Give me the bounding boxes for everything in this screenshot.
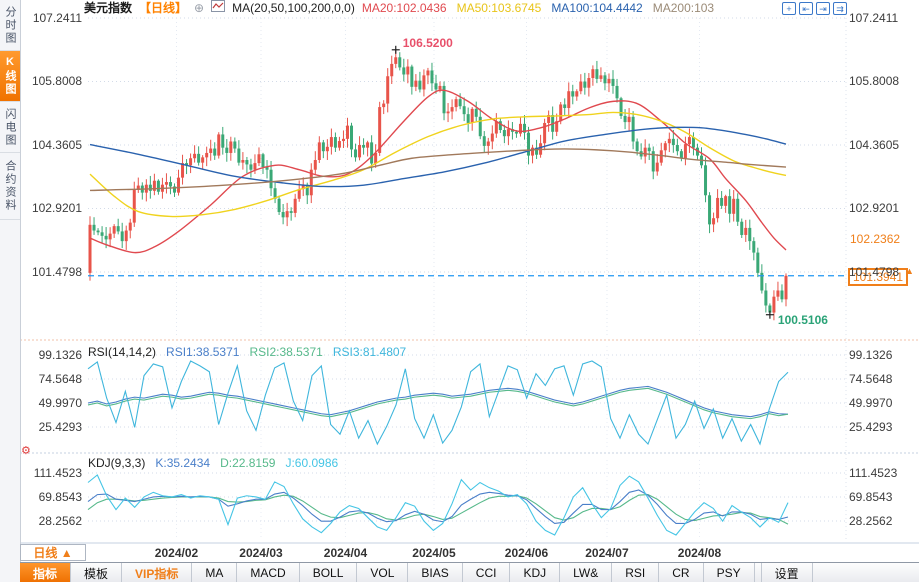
rsi-axis-label: 99.1326 [849,348,893,362]
crosshair-icon[interactable]: + [782,2,796,15]
month-axis-label: 2024/06 [504,546,549,560]
month-axis-label: 2024/04 [323,546,368,560]
chart-toolbar: + ⇤ ⇥ ⇉ [782,2,847,15]
kdj-axis-label: 111.4523 [33,466,82,480]
last-price-badge: 101.3941 [848,267,909,286]
tab-VIP指标[interactable]: VIP指标 [122,563,193,582]
zoom-x-icon[interactable]: ⇤ [799,2,813,15]
period-selector[interactable]: 日线 ▲ [20,544,86,561]
price-axis-label: 107.2411 [32,11,82,25]
kdj-d-value: D:22.8159 [220,456,276,470]
rsi-axis-label: 49.9970 [38,396,82,410]
tab-CR[interactable]: CR [659,563,704,582]
kdj-header: KDJ(9,3,3) K:35.2434 D:22.8159 J:60.0986 [88,456,338,470]
rsi1-value: RSI1:38.5371 [166,345,240,359]
tab-BOLL[interactable]: BOLL [300,563,358,582]
tab-PSY[interactable]: PSY [704,563,755,582]
tab-LW&[interactable]: LW& [560,563,613,582]
month-axis-label: 2024/07 [585,546,629,560]
price-axis-label: 101.4798 [31,264,82,279]
indicator-settings-icon[interactable]: ⚙ [21,445,31,457]
tab-BIAS[interactable]: BIAS [408,563,463,582]
tab-VOL[interactable]: VOL [357,563,409,582]
rsi-axis-label: 74.5648 [38,372,82,386]
sidebar-item-1[interactable]: 分时图 [0,0,20,51]
price-axis-label: 104.3605 [849,137,900,152]
rsi-axis-label: 25.4293 [849,420,893,434]
kdj-k-value: K:35.2434 [155,456,211,470]
sidebar-item-4[interactable]: 合约资料 [0,153,20,220]
tab-指标[interactable]: 指标 [20,563,72,582]
month-axis-label: 2024/02 [154,546,199,560]
ma-settings[interactable]: MA(20,50,100,200,0,0) [232,0,355,15]
rsi-header: RSI(14,14,2) RSI1:38.5371 RSI2:38.5371 R… [88,345,406,359]
tab-CCI[interactable]: CCI [463,563,511,582]
kdj-axis-label: 111.4523 [849,466,898,480]
rsi-axis-label: 49.9970 [849,396,893,410]
month-axis-label: 2024/05 [412,546,456,560]
price-axis-label: 105.8008 [31,74,82,89]
rsi-axis-label: 99.1326 [38,348,82,362]
tab-MACD[interactable]: MACD [237,563,300,582]
rsi2-value: RSI2:38.5371 [249,345,323,359]
rsi-axis-label: 25.4293 [38,420,82,434]
price-axis-label: 104.3605 [31,137,82,152]
kdj-j-value: J:60.0986 [285,456,339,470]
ma-value: MA20:102.0436 [361,0,447,15]
sidebar-item-2[interactable]: K线图 [0,51,20,102]
lowest-price-label: 100.5106 [777,312,828,327]
price-axis-label: 107.2411 [849,11,899,25]
kdj-name[interactable]: KDJ(9,3,3) [88,456,146,470]
ma-value: MA50:103.6745 [456,0,542,15]
price-axis-label: 102.9201 [31,201,82,216]
add-compare-icon[interactable]: ⊕ [194,0,205,15]
ma-values: MA20:102.0436 MA50:103.6745 MA100:104.4442… [362,1,714,15]
kline-mini-icon [211,0,226,15]
price-axis-label: 105.8008 [849,74,900,89]
tab-KDJ[interactable]: KDJ [510,563,561,582]
chart-header: 美元指数 【日线】 ⊕ MA(20,50,100,200,0,0) MA20:10… [84,0,714,15]
collapse-panel-icon[interactable]: ⇉ [833,2,847,15]
left-sidebar: 分时图 K线图 闪电图 合约资料 [0,0,21,582]
month-axis-label: 2024/03 [239,546,283,560]
price-axis-label: 102.9201 [849,201,900,216]
month-axis-label: 2024/08 [677,546,722,560]
kdj-axis-label: 28.2562 [38,514,82,528]
price-up-arrow-icon: ▲ [905,265,914,276]
sidebar-item-3[interactable]: 闪电图 [0,102,20,153]
rsi-axis-label: 74.5648 [849,372,893,386]
period-tag: 【日线】 [139,1,188,15]
ma-value: MA200:103 [652,0,715,15]
ma-value: MA100:104.4442 [551,0,643,15]
tab-设置[interactable]: 设置 [760,563,813,582]
kdj-axis-label: 69.8543 [849,490,893,504]
tab-RSI[interactable]: RSI [612,563,660,582]
zoom-y-icon[interactable]: ⇥ [816,2,830,15]
symbol-name: 美元指数 [84,1,133,15]
kdj-axis-label: 69.8543 [38,490,82,504]
tab-模板[interactable]: 模板 [71,563,123,582]
indicator-tab-bar: 指标 模板 VIP指标 MA MACD BOLL VOL BIAS CCI KDJ LW& RSI CR… [20,562,919,582]
kdj-axis-label: 28.2562 [849,514,893,528]
rsi-name[interactable]: RSI(14,14,2) [88,345,157,359]
rsi3-value: RSI3:81.4807 [332,345,407,359]
alert-price-label: 102.2362 [850,231,901,246]
price-axis-label: 101.4798 [849,264,900,279]
highest-price-label: 106.5200 [402,35,453,50]
tab-MA[interactable]: MA [192,563,238,582]
